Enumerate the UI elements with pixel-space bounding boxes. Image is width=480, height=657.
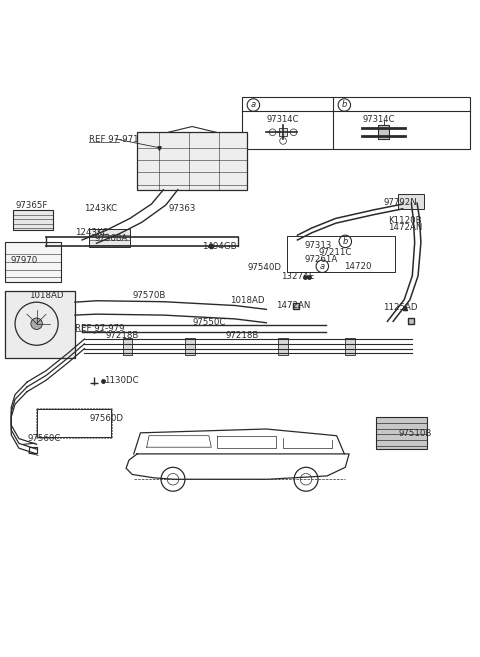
Text: a: a bbox=[251, 101, 256, 110]
Text: 97314C: 97314C bbox=[362, 116, 395, 124]
Text: 1243KC: 1243KC bbox=[75, 228, 108, 237]
Text: 1243KC: 1243KC bbox=[84, 204, 118, 214]
Bar bbox=[89, 229, 130, 247]
Bar bbox=[345, 338, 355, 355]
Text: 97218B: 97218B bbox=[106, 331, 139, 340]
Circle shape bbox=[31, 318, 42, 329]
Text: 97363: 97363 bbox=[168, 204, 195, 214]
Text: 1130DC: 1130DC bbox=[104, 376, 138, 385]
Bar bbox=[398, 194, 424, 209]
Text: REF 97-971: REF 97-971 bbox=[89, 135, 139, 144]
Bar bbox=[242, 97, 470, 149]
Text: b: b bbox=[343, 237, 348, 246]
Text: 97261A: 97261A bbox=[305, 255, 338, 263]
Text: 97570B: 97570B bbox=[132, 292, 166, 300]
Text: 97540D: 97540D bbox=[247, 263, 281, 272]
Text: 97313: 97313 bbox=[305, 240, 332, 250]
Text: K1120B: K1120B bbox=[388, 216, 422, 225]
Bar bbox=[137, 132, 247, 190]
Text: 1327AE: 1327AE bbox=[281, 272, 314, 281]
Bar bbox=[287, 236, 395, 272]
Bar bbox=[378, 125, 389, 139]
Text: 14720: 14720 bbox=[344, 261, 372, 271]
Bar bbox=[185, 338, 194, 355]
Text: 1018AD: 1018AD bbox=[29, 292, 64, 300]
Text: 1125AD: 1125AD bbox=[383, 303, 417, 312]
Bar bbox=[36, 409, 111, 437]
Bar bbox=[279, 128, 287, 136]
Bar bbox=[12, 210, 53, 230]
Bar bbox=[278, 338, 288, 355]
Bar bbox=[36, 408, 112, 438]
Text: REF 97-979: REF 97-979 bbox=[75, 324, 124, 333]
Text: b: b bbox=[342, 101, 347, 110]
Bar bbox=[5, 291, 75, 358]
Text: 97365F: 97365F bbox=[15, 201, 48, 210]
Text: a: a bbox=[320, 261, 325, 271]
Text: 97560C: 97560C bbox=[27, 434, 60, 443]
Text: 97792N: 97792N bbox=[384, 198, 417, 207]
Text: 97218B: 97218B bbox=[226, 331, 259, 340]
Bar bbox=[5, 242, 60, 282]
Text: 97211C: 97211C bbox=[319, 248, 352, 257]
Text: 97550C: 97550C bbox=[192, 318, 226, 327]
Text: 1018AD: 1018AD bbox=[230, 296, 265, 306]
Text: 1494GB: 1494GB bbox=[202, 242, 236, 251]
Bar bbox=[376, 417, 427, 449]
Text: 97970: 97970 bbox=[10, 256, 37, 265]
Text: 97314C: 97314C bbox=[266, 116, 299, 124]
Bar bbox=[123, 338, 132, 355]
Text: 1472AN: 1472AN bbox=[276, 301, 310, 310]
Text: 97368A: 97368A bbox=[94, 234, 127, 243]
Text: 97510B: 97510B bbox=[399, 429, 432, 438]
Text: 97560D: 97560D bbox=[89, 413, 123, 422]
Text: 1472AN: 1472AN bbox=[388, 223, 423, 233]
